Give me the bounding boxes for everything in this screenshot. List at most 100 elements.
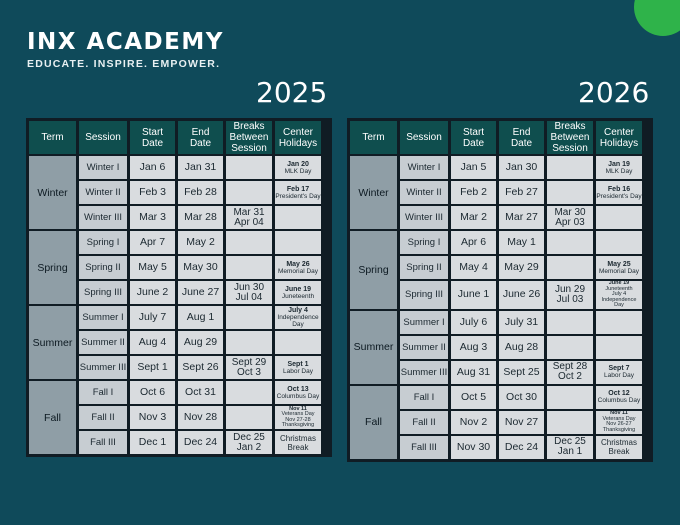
holiday-note: Juneteenth July 4 Independence Day <box>601 285 637 308</box>
start-date: Dec 1 <box>130 431 175 454</box>
session-name: Spring I <box>400 231 448 254</box>
holiday-date: Oct 13 <box>287 385 309 393</box>
calendar-table: Term Session Start Date End Date Breaks Betw… <box>26 119 324 456</box>
end-date: Feb 27 <box>499 181 544 204</box>
start-date: Oct 5 <box>451 385 496 409</box>
holiday-note: Labor Day <box>604 372 634 379</box>
session-name: Spring III <box>79 281 127 304</box>
start-date: Nov 30 <box>451 435 496 459</box>
break-dates <box>547 335 593 359</box>
term-label: Fall <box>350 385 397 459</box>
holiday-date: June 19 <box>608 281 630 286</box>
end-date: Nov 27 <box>499 410 544 434</box>
holiday-date: May 25 <box>607 260 631 268</box>
end-date: May 30 <box>178 256 223 279</box>
session-row: Spring Spring I Apr 6 May 1 <box>350 231 642 309</box>
holiday-note: Labor Day <box>283 367 313 375</box>
end-date: Aug 28 <box>499 335 544 359</box>
holiday-note: Break <box>287 442 309 452</box>
session-row: Summer III Aug 31 Sept 25 Sept 28 Oct 2 Sept… <box>350 360 642 384</box>
break-dates: Mar 30 Apr 03 <box>547 206 593 229</box>
session-name: Summer I <box>79 306 127 329</box>
holiday-info <box>596 206 642 229</box>
start-date: Sept 1 <box>130 356 175 379</box>
session-name: Summer I <box>400 310 448 334</box>
session-name: Fall I <box>400 385 448 409</box>
end-date: July 31 <box>499 310 544 334</box>
brand-accent-circle <box>634 0 680 36</box>
term-header: Term <box>29 121 76 154</box>
holiday-info <box>596 310 642 334</box>
holiday-info <box>596 231 642 254</box>
session-row: Spring II May 4 May 29 May 25 Memorial Day <box>350 256 642 279</box>
holiday-date: Sept 7 <box>608 365 630 372</box>
holiday-date: July 4 <box>288 307 308 314</box>
holiday-info: May 26 Memorial Day <box>275 256 321 279</box>
end-date: Nov 28 <box>178 406 223 429</box>
end-date: Jan 30 <box>499 156 544 179</box>
holidays-header: Center Holidays <box>275 121 321 154</box>
end-date: Mar 27 <box>499 206 544 229</box>
session-name: Summer III <box>400 360 448 384</box>
session-name: Fall II <box>400 410 448 434</box>
holiday-note: President's Day <box>596 192 642 200</box>
start-date: Feb 2 <box>451 181 496 204</box>
session-row: Spring Spring I Apr 7 May 2 <box>29 231 321 304</box>
session-row: Winter II Feb 3 Feb 28 Feb 17 President's Da… <box>29 181 321 204</box>
break-dates: Jun 30 Jul 04 <box>226 281 272 304</box>
session-name: Summer II <box>79 331 127 354</box>
session-name: Summer II <box>400 335 448 359</box>
end-date: June 27 <box>178 281 223 304</box>
holiday-note: Independence Day <box>277 314 319 328</box>
logo-tagline: EDUCATE. INSPIRE. EMPOWER. <box>27 58 221 70</box>
holiday-info: Jan 19 MLK Day <box>596 156 642 179</box>
session-row: Fall II Nov 2 Nov 27 Nov 11 Veterans Day Nov… <box>350 410 642 434</box>
holiday-info: Nov 11 Veterans Day Nov 26-27 Thanksgivin… <box>596 410 642 434</box>
session-row: Fall III Nov 30 Dec 24 Dec 25 Jan 1 Christma… <box>350 435 642 459</box>
start-date: Mar 3 <box>130 206 175 229</box>
session-row: Summer Summer I July 7 Aug 1 July 4 Independe… <box>29 306 321 379</box>
session-name: Fall I <box>79 381 127 404</box>
holiday-info <box>275 206 321 229</box>
holiday-info: Oct 12 Columbus Day <box>596 385 642 409</box>
session-name: Winter III <box>400 206 448 229</box>
end-date: Aug 29 <box>178 331 223 354</box>
break-dates <box>547 181 593 204</box>
holidays-header: Center Holidays <box>596 121 642 154</box>
session-row: Summer III Sept 1 Sept 26 Sept 29 Oct 3 Sept… <box>29 356 321 379</box>
session-name: Spring I <box>79 231 127 254</box>
end-date: Sept 25 <box>499 360 544 384</box>
start-date: Jan 6 <box>130 156 175 179</box>
calendar-2026: Term Session Start Date End Date Breaks Betw… <box>347 118 653 462</box>
break-dates: Dec 25 Jan 1 <box>547 435 593 459</box>
end-date: Oct 30 <box>499 385 544 409</box>
term-label: Summer <box>29 306 76 379</box>
start-date: Feb 3 <box>130 181 175 204</box>
holiday-date: May 26 <box>286 260 310 268</box>
break-dates <box>226 331 272 354</box>
start-date: July 6 <box>451 310 496 334</box>
holiday-date: Christmas <box>600 438 637 447</box>
start-date: July 7 <box>130 306 175 329</box>
session-row: Summer II Aug 4 Aug 29 <box>29 331 321 354</box>
session-row: Summer Summer I July 6 July 31 <box>350 310 642 384</box>
holiday-info: Jan 20 MLK Day <box>275 156 321 179</box>
end-date: Aug 1 <box>178 306 223 329</box>
holiday-info: Christmas Break <box>275 431 321 454</box>
holiday-info <box>596 335 642 359</box>
holiday-note: MLK Day <box>284 167 312 175</box>
holiday-date: Sept 1 <box>287 360 309 368</box>
session-name: Summer III <box>79 356 127 379</box>
start-date: Aug 31 <box>451 360 496 384</box>
start-date: Mar 2 <box>451 206 496 229</box>
end-date: Jan 31 <box>178 156 223 179</box>
holiday-date: Nov 11 <box>610 410 628 416</box>
term-label: Winter <box>29 156 76 229</box>
end-date: Dec 24 <box>499 435 544 459</box>
start-date: May 4 <box>451 256 496 279</box>
session-name: Spring III <box>400 281 448 309</box>
end-date-header: End Date <box>499 121 544 154</box>
session-row: Winter III Mar 3 Mar 28 Mar 31 Apr 04 <box>29 206 321 229</box>
holiday-info <box>275 331 321 354</box>
start-date: Jan 5 <box>451 156 496 179</box>
